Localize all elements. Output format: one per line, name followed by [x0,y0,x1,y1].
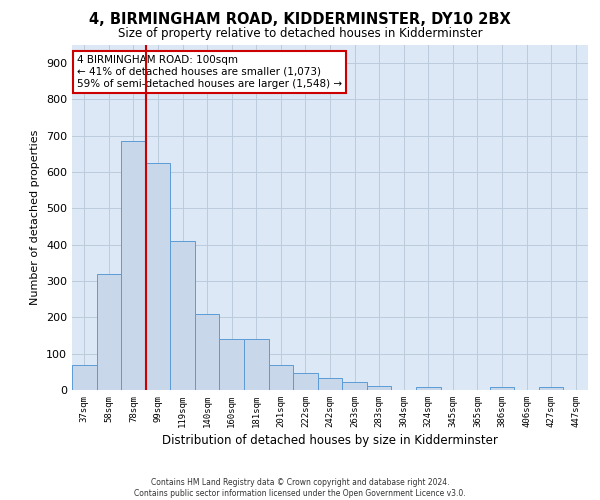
Bar [342,382,367,390]
Bar [416,388,440,390]
X-axis label: Distribution of detached houses by size in Kidderminster: Distribution of detached houses by size … [162,434,498,447]
Bar [220,339,244,390]
Bar [269,364,293,390]
Text: 4 BIRMINGHAM ROAD: 100sqm
← 41% of detached houses are smaller (1,073)
59% of se: 4 BIRMINGHAM ROAD: 100sqm ← 41% of detac… [77,56,342,88]
Bar [121,141,146,390]
Bar [170,241,195,390]
Text: Size of property relative to detached houses in Kidderminster: Size of property relative to detached ho… [118,28,482,40]
Bar [146,163,170,390]
Bar [318,378,342,390]
Y-axis label: Number of detached properties: Number of detached properties [31,130,40,305]
Bar [539,388,563,390]
Text: Contains HM Land Registry data © Crown copyright and database right 2024.
Contai: Contains HM Land Registry data © Crown c… [134,478,466,498]
Bar [244,339,269,390]
Text: 4, BIRMINGHAM ROAD, KIDDERMINSTER, DY10 2BX: 4, BIRMINGHAM ROAD, KIDDERMINSTER, DY10 … [89,12,511,28]
Bar [367,386,391,390]
Bar [293,372,318,390]
Bar [195,314,220,390]
Bar [72,364,97,390]
Bar [97,274,121,390]
Bar [490,388,514,390]
